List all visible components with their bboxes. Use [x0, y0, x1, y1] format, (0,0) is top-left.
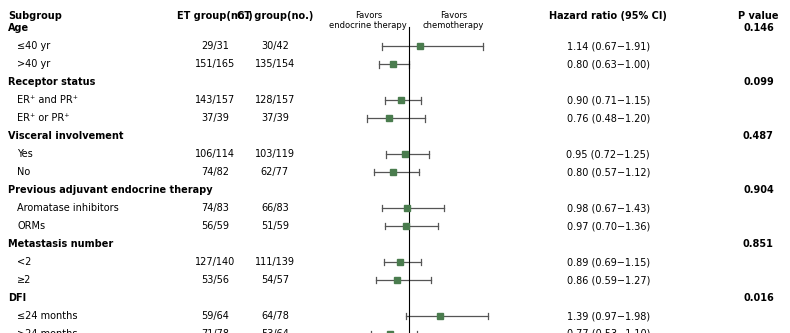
Text: 51/59: 51/59	[261, 221, 289, 231]
Text: 54/57: 54/57	[261, 275, 289, 285]
Text: Favors
chemotherapy: Favors chemotherapy	[423, 11, 484, 30]
Text: 0.851: 0.851	[743, 239, 774, 249]
Text: 74/82: 74/82	[201, 167, 229, 177]
Text: <2: <2	[17, 257, 32, 267]
Text: 71/78: 71/78	[201, 329, 229, 333]
Text: 0.904: 0.904	[743, 185, 773, 195]
Text: 53/64: 53/64	[261, 329, 289, 333]
Text: 127/140: 127/140	[195, 257, 235, 267]
Text: ER⁺ and PR⁺: ER⁺ and PR⁺	[17, 95, 78, 105]
Text: Subgroup: Subgroup	[8, 11, 62, 21]
Text: Visceral involvement: Visceral involvement	[8, 131, 123, 141]
Text: Age: Age	[8, 23, 29, 33]
Text: 0.86 (0.59−1.27): 0.86 (0.59−1.27)	[566, 275, 650, 285]
Text: 74/83: 74/83	[201, 203, 229, 213]
Text: 64/78: 64/78	[261, 311, 289, 321]
Text: No: No	[17, 167, 31, 177]
Text: 29/31: 29/31	[201, 41, 229, 51]
Text: >40 yr: >40 yr	[17, 59, 51, 69]
Text: 56/59: 56/59	[201, 221, 229, 231]
Text: 106/114: 106/114	[195, 149, 235, 159]
Text: Yes: Yes	[17, 149, 33, 159]
Text: Metastasis number: Metastasis number	[8, 239, 113, 249]
Text: 0.97 (0.70−1.36): 0.97 (0.70−1.36)	[566, 221, 650, 231]
Text: 37/39: 37/39	[261, 113, 289, 123]
Text: 0.016: 0.016	[743, 293, 773, 303]
Text: 128/157: 128/157	[254, 95, 295, 105]
Text: 0.90 (0.71−1.15): 0.90 (0.71−1.15)	[566, 95, 650, 105]
Text: 0.099: 0.099	[743, 77, 773, 87]
Text: 0.89 (0.69−1.15): 0.89 (0.69−1.15)	[566, 257, 650, 267]
Text: Receptor status: Receptor status	[8, 77, 96, 87]
Text: 0.80 (0.63−1.00): 0.80 (0.63−1.00)	[566, 59, 650, 69]
Text: 0.146: 0.146	[743, 23, 773, 33]
Text: 0.98 (0.67−1.43): 0.98 (0.67−1.43)	[566, 203, 650, 213]
Text: 0.77 (0.53−1.10): 0.77 (0.53−1.10)	[566, 329, 650, 333]
Text: ≤40 yr: ≤40 yr	[17, 41, 51, 51]
Text: 62/77: 62/77	[261, 167, 289, 177]
Text: 0.95 (0.72−1.25): 0.95 (0.72−1.25)	[566, 149, 650, 159]
Text: 0.80 (0.57−1.12): 0.80 (0.57−1.12)	[566, 167, 650, 177]
Text: DFI: DFI	[8, 293, 26, 303]
Text: Previous adjuvant endocrine therapy: Previous adjuvant endocrine therapy	[8, 185, 213, 195]
Text: 103/119: 103/119	[255, 149, 295, 159]
Text: 0.487: 0.487	[743, 131, 774, 141]
Text: 0.76 (0.48−1.20): 0.76 (0.48−1.20)	[566, 113, 650, 123]
Text: ≥2: ≥2	[17, 275, 32, 285]
Text: 1.14 (0.67−1.91): 1.14 (0.67−1.91)	[566, 41, 650, 51]
Text: 151/165: 151/165	[195, 59, 235, 69]
Text: >24 months: >24 months	[17, 329, 78, 333]
Text: 59/64: 59/64	[201, 311, 229, 321]
Text: Hazard ratio (95% CI): Hazard ratio (95% CI)	[549, 11, 668, 21]
Text: 1.39 (0.97−1.98): 1.39 (0.97−1.98)	[566, 311, 650, 321]
Text: 135/154: 135/154	[255, 59, 295, 69]
Text: 53/56: 53/56	[201, 275, 229, 285]
Text: 66/83: 66/83	[261, 203, 289, 213]
Text: P value: P value	[738, 11, 779, 21]
Text: ≤24 months: ≤24 months	[17, 311, 78, 321]
Text: ET group(no.): ET group(no.)	[177, 11, 253, 21]
Text: CT group(no.): CT group(no.)	[237, 11, 313, 21]
Text: ER⁺ or PR⁺: ER⁺ or PR⁺	[17, 113, 70, 123]
Text: Favors
endocrine therapy: Favors endocrine therapy	[329, 11, 407, 30]
Text: 111/139: 111/139	[255, 257, 295, 267]
Text: 143/157: 143/157	[195, 95, 235, 105]
Text: ORMs: ORMs	[17, 221, 46, 231]
Text: 37/39: 37/39	[201, 113, 229, 123]
Text: Aromatase inhibitors: Aromatase inhibitors	[17, 203, 119, 213]
Text: 30/42: 30/42	[261, 41, 289, 51]
